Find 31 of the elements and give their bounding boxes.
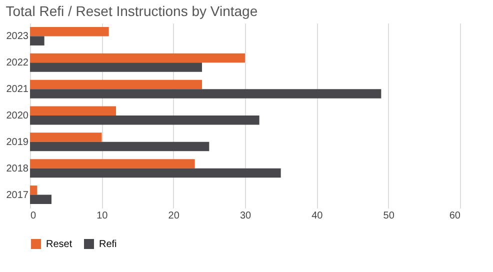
x-tick-label: 0 [30, 210, 36, 222]
y-tick-label: 2020 [6, 110, 29, 122]
bar [30, 106, 116, 116]
y-tick-label: 2022 [6, 58, 29, 69]
x-tick-label: 10 [96, 210, 108, 222]
bar [30, 168, 281, 178]
bar [30, 194, 52, 204]
bar [30, 132, 102, 142]
x-tick-label: 30 [240, 210, 252, 222]
y-tick-label: 2019 [6, 136, 29, 148]
x-tick-label: 50 [383, 210, 395, 222]
bar [30, 80, 202, 90]
bar [30, 62, 202, 72]
bar [30, 186, 38, 195]
bar [30, 116, 260, 125]
x-tick-label: 20 [168, 210, 180, 222]
bar [30, 159, 195, 168]
y-tick-label: 2018 [6, 163, 29, 174]
y-tick-label: 2023 [6, 31, 29, 42]
y-tick-label: 2021 [6, 84, 29, 96]
chart-title: Total Refi / Reset Instructions by Vintage [6, 3, 258, 19]
bar [30, 36, 44, 46]
bar [30, 53, 245, 63]
bar [30, 26, 109, 36]
x-tick-label: 60 [449, 210, 461, 222]
x-tick-label: 40 [312, 210, 324, 222]
legend-label: Refi [99, 239, 117, 250]
legend-label: Reset [46, 239, 72, 250]
bar [30, 89, 382, 98]
bar [30, 142, 210, 152]
y-tick-label: 2017 [6, 190, 29, 201]
